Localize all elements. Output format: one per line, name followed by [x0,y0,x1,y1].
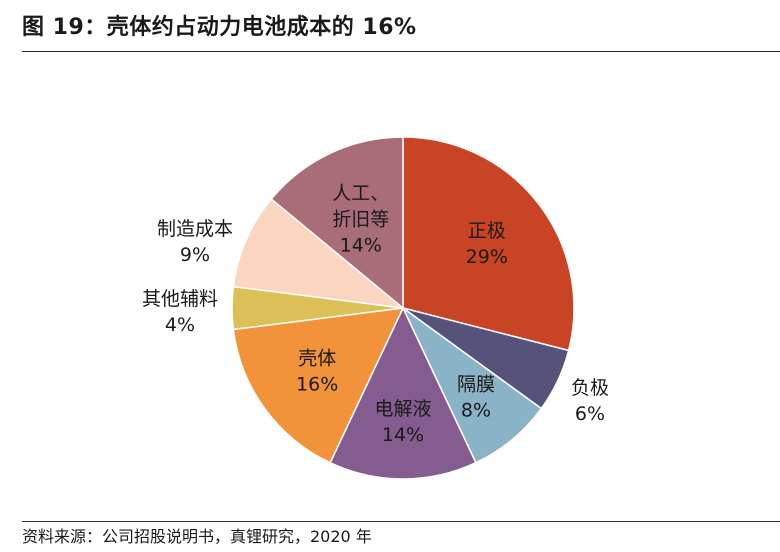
slice-name-label: 隔膜 [457,373,495,395]
slice-percent-label: 16% [296,373,338,395]
slice-name-label: 正极 [468,220,506,242]
slice-percent-label: 9% [180,244,210,266]
pie-slice-4 [232,307,404,464]
title-divider [22,51,780,52]
slice-label-0: 正极 29% [466,220,508,268]
pie-chart: 正极 29% 负极 6% 隔膜 8% 电解液 14% 壳体 16% 其他辅料 4% 制造成本 9% 人工、折… [142,136,609,480]
source-note: 资料来源：公司招股说明书，真锂研究，2020 年 [22,527,372,546]
slice-label-7: 人工、折旧等 14% [332,182,389,256]
slice-name-label: 壳体 [298,347,336,369]
source-divider [22,521,780,522]
slice-name-label: 人工、 [332,182,389,204]
pie-slices [231,136,575,480]
pie-slice-6 [232,198,404,309]
slice-name-label: 其他辅料 [142,288,218,310]
slice-label-3: 电解液 14% [374,398,431,446]
slice-label-2: 隔膜 8% [457,373,495,421]
slice-name-label: 负极 [571,377,609,399]
slice-label-1: 负极 6% [571,377,609,425]
slice-percent-label: 8% [461,399,491,421]
pie-slice-3 [329,307,477,480]
slice-percent-label: 4% [165,314,195,336]
slice-label-4: 壳体 16% [296,347,338,395]
figure-title: 图 19：壳体约占动力电池成本的 16% [22,15,417,40]
slice-name-label: 制造成本 [157,218,233,240]
slice-label-5: 其他辅料 4% [142,288,218,336]
slice-label-6: 制造成本 9% [157,218,233,266]
slice-percent-label: 29% [466,246,508,268]
slice-percent-label: 14% [382,424,424,446]
pie-slice-0 [402,136,575,352]
slice-name-label: 电解液 [374,398,431,420]
pie-labels: 正极 29% 负极 6% 隔膜 8% 电解液 14% 壳体 16% 其他辅料 4% 制造成本 9% 人工、折… [142,182,609,446]
slice-name-label: 折旧等 [332,208,389,230]
slice-percent-label: 6% [575,403,605,425]
slice-percent-label: 14% [340,234,382,256]
pie-slice-7 [270,136,404,309]
